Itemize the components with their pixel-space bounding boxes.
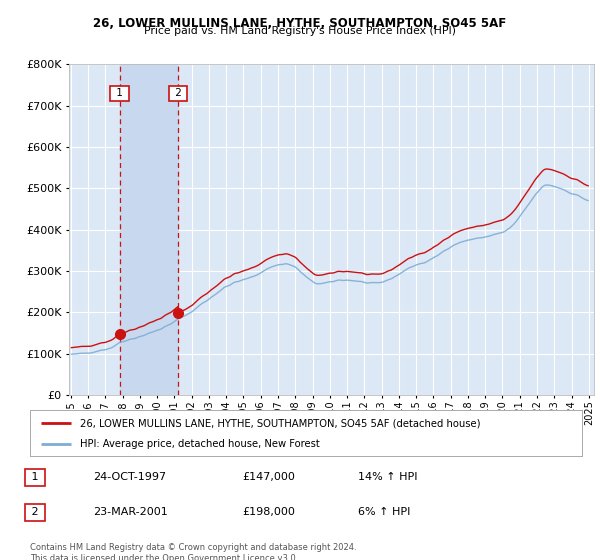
- Text: Price paid vs. HM Land Registry's House Price Index (HPI): Price paid vs. HM Land Registry's House …: [144, 26, 456, 36]
- Text: 24-OCT-1997: 24-OCT-1997: [92, 473, 166, 482]
- Text: 1: 1: [113, 88, 126, 99]
- Text: HPI: Average price, detached house, New Forest: HPI: Average price, detached house, New …: [80, 439, 319, 449]
- Text: £147,000: £147,000: [242, 473, 295, 482]
- Bar: [119, 64, 178, 395]
- Text: £198,000: £198,000: [242, 507, 295, 517]
- Text: 2: 2: [172, 88, 185, 99]
- Text: 6% ↑ HPI: 6% ↑ HPI: [358, 507, 410, 517]
- Text: 23-MAR-2001: 23-MAR-2001: [92, 507, 167, 517]
- Text: 1: 1: [28, 473, 42, 482]
- Text: 26, LOWER MULLINS LANE, HYTHE, SOUTHAMPTON, SO45 5AF: 26, LOWER MULLINS LANE, HYTHE, SOUTHAMPT…: [94, 17, 506, 30]
- Text: 14% ↑ HPI: 14% ↑ HPI: [358, 473, 417, 482]
- Text: 2: 2: [28, 507, 42, 517]
- Text: 26, LOWER MULLINS LANE, HYTHE, SOUTHAMPTON, SO45 5AF (detached house): 26, LOWER MULLINS LANE, HYTHE, SOUTHAMPT…: [80, 418, 480, 428]
- Text: Contains HM Land Registry data © Crown copyright and database right 2024.
This d: Contains HM Land Registry data © Crown c…: [30, 543, 356, 560]
